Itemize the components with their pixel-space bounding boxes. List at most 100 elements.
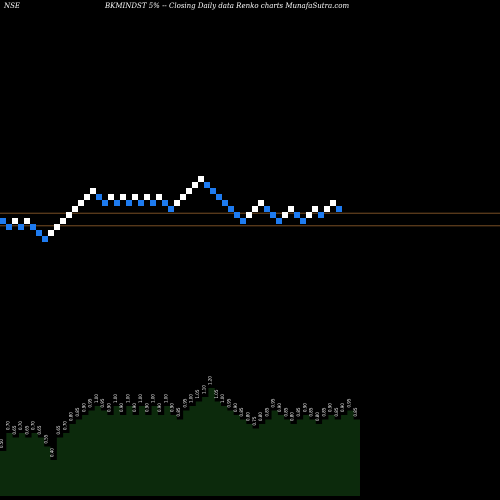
volume-label-21: 1.00 xyxy=(125,394,130,403)
renko-brick-34 xyxy=(198,176,204,182)
renko-brick-8 xyxy=(42,236,48,242)
renko-brick-17 xyxy=(96,194,102,200)
renko-brick-55 xyxy=(324,206,330,212)
renko-brick-50 xyxy=(294,212,300,218)
renko-brick-45 xyxy=(264,206,270,212)
volume-label-44: 0.95 xyxy=(271,398,276,407)
renko-brick-25 xyxy=(144,194,150,200)
volume-label-41: 0.75 xyxy=(252,416,257,425)
renko-brick-32 xyxy=(186,188,192,194)
chart-title: BKMINDST 5% -- Closing Daily data Renko … xyxy=(105,2,350,10)
volume-label-8: 0.55 xyxy=(43,434,48,443)
renko-brick-16 xyxy=(90,188,96,194)
renko-brick-42 xyxy=(246,212,252,218)
volume-label-18: 0.90 xyxy=(107,403,112,412)
renko-brick-6 xyxy=(30,224,36,230)
renko-brick-3 xyxy=(12,218,18,224)
volume-label-19: 1.00 xyxy=(113,394,118,403)
renko-brick-39 xyxy=(228,206,234,212)
exchange-label: NSE xyxy=(4,2,21,10)
renko-brick-27 xyxy=(156,194,162,200)
volume-label-31: 1.00 xyxy=(189,394,194,403)
renko-brick-26 xyxy=(150,200,156,206)
volume-label-5: 0.65 xyxy=(24,425,29,434)
renko-brick-49 xyxy=(288,206,294,212)
renko-brick-48 xyxy=(282,212,288,218)
renko-brick-19 xyxy=(108,194,114,200)
renko-brick-31 xyxy=(180,194,186,200)
volume-label-3: 0.65 xyxy=(12,425,17,434)
volume-label-32: 1.05 xyxy=(195,389,200,398)
renko-brick-43 xyxy=(252,206,258,212)
renko-brick-2 xyxy=(6,224,12,230)
renko-brick-1 xyxy=(0,218,6,224)
volume-label-34: 1.20 xyxy=(208,376,213,385)
renko-brick-9 xyxy=(48,230,54,236)
volume-label-1: 0.50 xyxy=(0,439,4,448)
volume-label-36: 1.00 xyxy=(220,394,225,403)
renko-brick-46 xyxy=(270,212,276,218)
renko-brick-28 xyxy=(162,200,168,206)
volume-label-13: 0.85 xyxy=(75,407,80,416)
volume-label-43: 0.85 xyxy=(264,407,269,416)
volume-label-47: 0.80 xyxy=(290,412,295,421)
volume-label-45: 0.90 xyxy=(277,403,282,412)
volume-label-20: 0.90 xyxy=(119,403,124,412)
renko-brick-10 xyxy=(54,224,60,230)
volume-label-17: 0.95 xyxy=(100,398,105,407)
volume-label-15: 0.95 xyxy=(88,398,93,407)
renko-brick-56 xyxy=(330,200,336,206)
renko-brick-4 xyxy=(18,224,24,230)
renko-brick-51 xyxy=(300,218,306,224)
renko-brick-52 xyxy=(306,212,312,218)
renko-brick-15 xyxy=(84,194,90,200)
volume-label-4: 0.70 xyxy=(18,421,23,430)
renko-brick-21 xyxy=(120,194,126,200)
volume-label-25: 1.00 xyxy=(151,394,156,403)
volume-label-50: 0.85 xyxy=(309,407,314,416)
volume-label-2: 0.70 xyxy=(5,421,10,430)
renko-brick-44 xyxy=(258,200,264,206)
renko-brick-13 xyxy=(72,206,78,212)
renko-brick-18 xyxy=(102,200,108,206)
volume-label-22: 0.90 xyxy=(132,403,137,412)
volume-label-57: 0.85 xyxy=(353,407,358,416)
renko-brick-53 xyxy=(312,206,318,212)
volume-label-49: 0.90 xyxy=(302,403,307,412)
volume-label-12: 0.80 xyxy=(69,412,74,421)
volume-area xyxy=(0,388,360,496)
volume-label-29: 0.85 xyxy=(176,407,181,416)
renko-brick-24 xyxy=(138,200,144,206)
renko-brick-40 xyxy=(234,212,240,218)
renko-brick-23 xyxy=(132,194,138,200)
renko-brick-41 xyxy=(240,218,246,224)
renko-brick-11 xyxy=(60,218,66,224)
volume-label-11: 0.70 xyxy=(62,421,67,430)
volume-label-46: 0.85 xyxy=(283,407,288,416)
volume-label-24: 0.90 xyxy=(144,403,149,412)
renko-brick-20 xyxy=(114,200,120,206)
renko-brick-57 xyxy=(336,206,342,212)
volume-label-53: 0.90 xyxy=(328,403,333,412)
volume-label-54: 0.85 xyxy=(334,407,339,416)
volume-label-33: 1.10 xyxy=(201,385,206,394)
volume-label-7: 0.65 xyxy=(37,425,42,434)
volume-label-28: 0.90 xyxy=(170,403,175,412)
renko-brick-12 xyxy=(66,212,72,218)
volume-label-27: 1.00 xyxy=(163,394,168,403)
volume-label-37: 0.95 xyxy=(227,398,232,407)
volume-label-14: 0.90 xyxy=(81,403,86,412)
renko-brick-7 xyxy=(36,230,42,236)
volume-label-56: 0.95 xyxy=(347,398,352,407)
volume-label-26: 0.90 xyxy=(157,403,162,412)
volume-label-9: 0.40 xyxy=(50,448,55,457)
volume-label-40: 0.80 xyxy=(245,412,250,421)
volume-label-6: 0.70 xyxy=(31,421,36,430)
volume-label-39: 0.85 xyxy=(239,407,244,416)
renko-brick-36 xyxy=(210,188,216,194)
volume-label-48: 0.85 xyxy=(296,407,301,416)
volume-label-30: 0.95 xyxy=(182,398,187,407)
renko-brick-35 xyxy=(204,182,210,188)
